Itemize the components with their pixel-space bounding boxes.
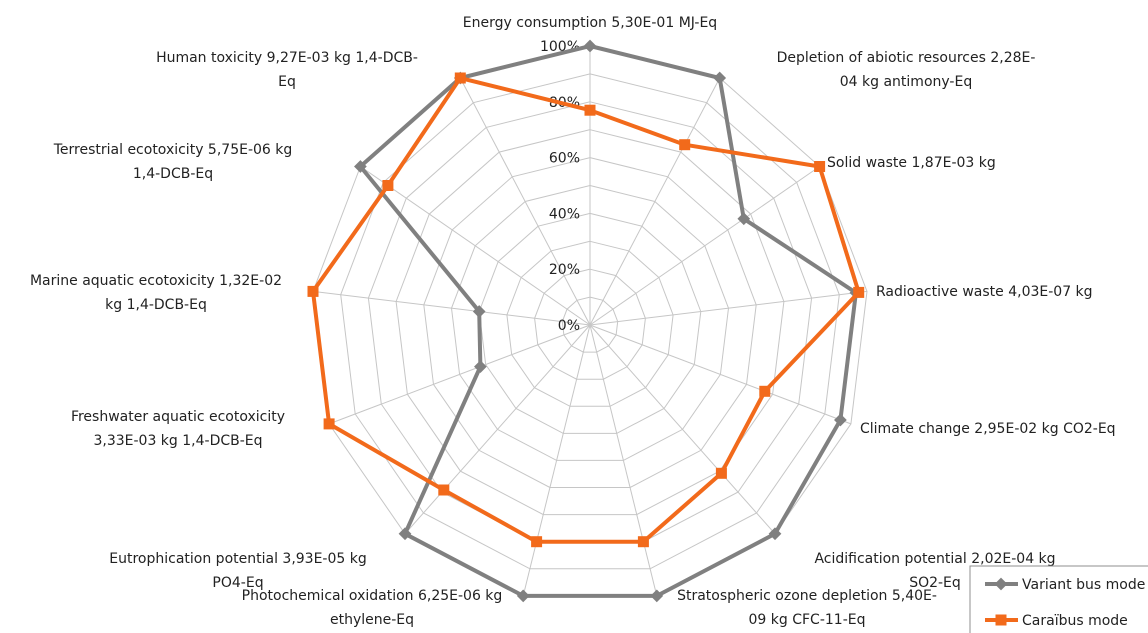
series-caraibus-point [382,180,394,191]
grid-ring [478,212,702,434]
category-label: Human toxicity 9,27E-03 kg 1,4-DCB- [156,50,418,66]
category-label: Climate change 2,95E-02 kg CO2-Eq [860,421,1116,437]
series-variant-point [472,305,486,318]
category-label: Solid waste 1,87E-03 kg [827,155,996,171]
grid-spoke [328,324,591,425]
tick-label: 0% [558,318,580,334]
grid-ring [534,268,646,380]
series-caraibus-point [715,467,727,479]
category-label: Radioactive waste 4,03E-07 kg [876,284,1093,300]
category-label: Eutrophication potential 3,93E-05 kg [109,551,366,567]
tick-label: 40% [549,206,580,222]
category-label: 09 kg CFC-11-Eq [749,612,866,628]
category-label: Eq [278,74,296,90]
category-label: 04 kg antimony-Eq [840,74,972,90]
grid-spoke [589,324,852,425]
series-variant-line [357,43,859,598]
legend: Variant bus mode Caraïbus mode [969,565,1148,633]
series-caraibus-point [759,385,771,397]
grid-spoke [589,166,820,326]
series-caraibus-point [307,285,319,297]
radar-grid [312,45,868,597]
series-caraibus-point [814,161,826,172]
series-variant-point [474,360,487,373]
legend-label-caraibus: Caraïbus mode [1022,613,1128,629]
category-label: Photochemical oxidation 6,25E-06 kg [242,588,503,604]
series-caraibus-point [454,72,466,84]
legend-marker-caraibus [995,614,1007,626]
series-caraibus-point [679,139,691,151]
grid-spoke [459,77,591,326]
grid-spoke [589,77,721,326]
grid-ring [506,240,674,407]
grid-ring [450,184,730,461]
grid-spoke [589,290,868,326]
grid-spoke [360,166,591,326]
category-label: 1,4-DCB-Eq [133,166,213,182]
category-label: Depletion of abiotic resources 2,28E- [777,50,1036,66]
tick-label: 20% [549,262,580,278]
category-label: Energy consumption 5,30E-01 MJ-Eq [463,15,717,31]
series-variant-point [354,160,367,173]
category-label: 3,33E-03 kg 1,4-DCB-Eq [93,433,262,449]
grid-ring [561,296,619,353]
series-variant-point [583,39,597,53]
category-label: PO4-Eq [212,575,263,591]
series-caraibus-point [637,536,649,548]
grid-spoke [404,324,591,535]
category-label: SO2-Eq [909,575,961,591]
series-caraibus-point [853,286,865,298]
tick-labels: 0%20%40%60%80%100% [540,39,580,334]
series-caraibus-point [584,104,596,116]
legend-label-variant: Variant bus mode [1022,577,1145,593]
series-plot [307,39,865,603]
grid-spoke [589,324,658,597]
category-labels: Energy consumption 5,30E-01 MJ-Eq Depleti… [30,15,1116,628]
grid-ring [423,157,757,488]
category-label: Stratospheric ozone depletion 5,40E- [677,588,937,604]
grid-spoke [312,290,591,326]
category-label: Marine aquatic ecotoxicity 1,32E-02 [30,273,282,289]
category-label: kg 1,4-DCB-Eq [105,297,207,313]
series-caraibus-line [310,75,861,544]
category-label: Acidification potential 2,02E-04 kg [814,551,1055,567]
grid-spoke [589,324,776,535]
grid-spoke [522,324,591,597]
series-caraibus-point [323,418,335,430]
category-label: Terrestrial ecotoxicity 5,75E-06 kg [53,142,293,158]
category-label: ethylene-Eq [330,612,414,628]
series-caraibus-point [531,536,543,548]
series-caraibus-point [438,484,450,496]
category-label: Freshwater aquatic ecotoxicity [71,409,285,425]
tick-label: 60% [549,151,580,167]
